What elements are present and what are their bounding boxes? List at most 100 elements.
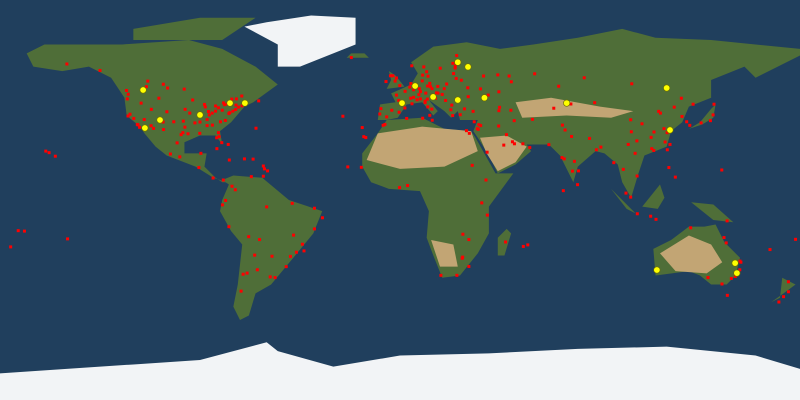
red-marker [186,132,190,136]
red-marker [262,167,266,171]
red-marker [699,121,703,125]
red-marker [228,111,232,115]
red-marker [210,123,214,127]
red-marker [168,152,172,156]
red-marker [191,98,195,102]
red-marker [497,90,501,94]
australia-interior [660,235,723,274]
red-marker [768,248,772,252]
red-marker [428,113,432,117]
red-markers [9,54,798,304]
red-marker [466,95,470,99]
red-marker [658,111,662,115]
red-marker [421,116,425,120]
red-marker [217,135,221,139]
red-marker [223,118,227,122]
central-asia-desert [515,97,634,118]
red-marker [630,82,634,86]
red-marker [253,253,257,257]
red-marker [461,255,465,259]
red-marker [312,206,316,210]
red-marker [214,104,218,108]
red-marker [720,168,724,172]
red-marker [594,148,598,152]
red-marker [341,114,345,118]
red-marker [161,82,165,86]
red-marker [265,205,269,209]
red-marker [497,109,501,113]
yellow-marker [411,82,419,90]
red-marker [234,97,238,101]
red-marker [689,226,693,230]
red-marker [680,114,684,118]
red-marker [179,133,183,137]
red-marker [502,143,506,147]
red-marker [428,85,432,89]
red-marker [409,82,413,86]
yellow-marker [454,58,462,66]
red-marker [136,123,140,127]
red-marker [633,151,637,155]
red-marker [426,84,430,88]
red-marker [484,178,488,182]
red-marker [233,188,237,192]
red-marker [162,128,166,132]
new-guinea [691,202,734,223]
red-marker [412,88,416,92]
red-marker [418,97,422,101]
red-marker [320,216,324,220]
red-marker [547,143,551,147]
red-marker [654,217,658,221]
red-marker [254,126,258,130]
antarctica [0,342,800,400]
red-marker [240,94,244,98]
red-marker [442,87,446,91]
red-marker [410,102,414,106]
red-marker [222,101,226,105]
yellow-marker [480,94,488,102]
red-marker [346,165,350,169]
red-marker [47,151,51,155]
yellow-marker [196,111,204,119]
red-marker [220,108,224,112]
red-marker [738,268,742,272]
red-marker [149,107,153,111]
red-marker [294,250,298,254]
red-marker [128,112,132,116]
red-marker [234,108,238,112]
yellow-marker [563,99,571,107]
red-marker [426,74,430,78]
red-marker [251,157,255,161]
red-marker [181,119,185,123]
red-marker [430,118,434,122]
red-marker [562,157,566,161]
red-marker [657,109,661,113]
red-marker [652,148,656,152]
red-marker [417,93,421,97]
red-marker [507,74,511,78]
red-marker [139,101,143,105]
red-marker [649,214,653,218]
red-marker [223,103,227,107]
red-marker [509,108,513,112]
red-marker [439,273,443,277]
red-marker [521,244,525,248]
yellow-marker [156,116,164,124]
red-marker [663,140,667,144]
red-marker [398,186,402,190]
yellow-marker [666,126,674,134]
red-marker [178,155,182,159]
red-marker [786,280,790,284]
red-marker [261,174,265,178]
red-marker [214,109,218,113]
red-marker [302,249,306,253]
red-marker [126,114,130,118]
red-marker [450,103,454,107]
red-marker [451,114,455,118]
red-marker [485,150,489,154]
red-marker [138,125,142,129]
red-marker [569,102,573,106]
red-marker [467,264,471,268]
red-marker [388,74,392,78]
